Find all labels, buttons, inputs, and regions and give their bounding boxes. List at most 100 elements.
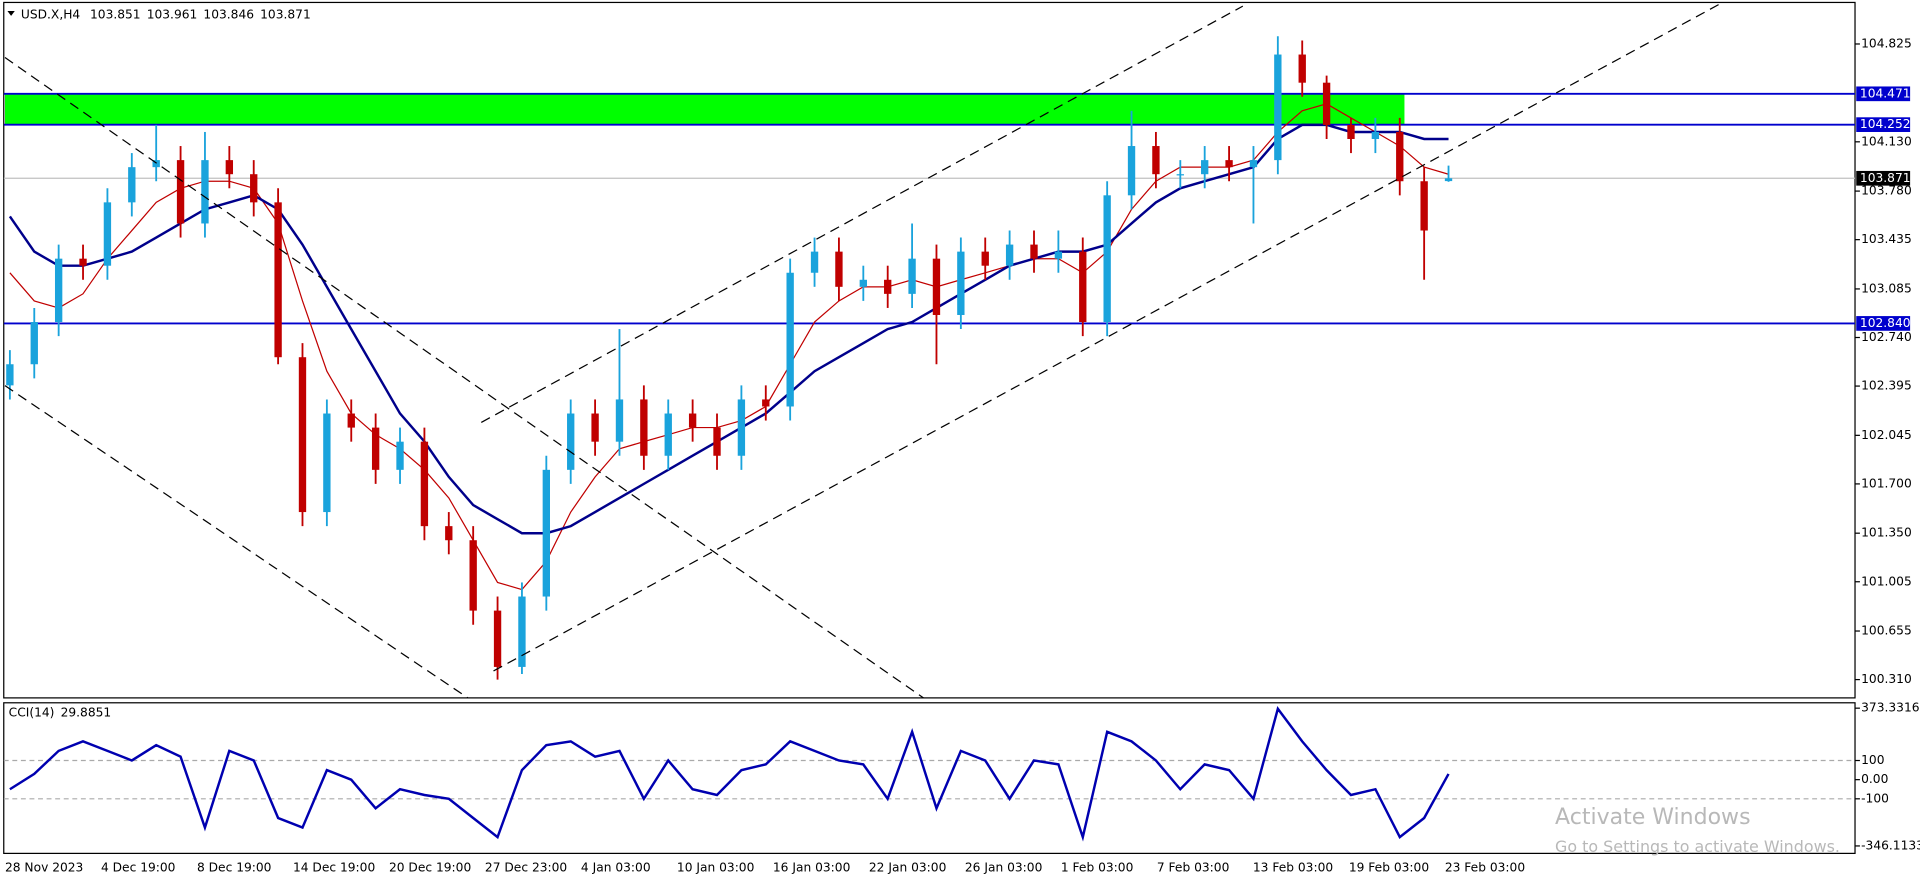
candle-body [371, 427, 380, 470]
candle-body [1249, 160, 1258, 168]
candle-body [420, 441, 429, 527]
candle-body [518, 596, 526, 667]
candle-body [493, 610, 502, 667]
y-tick-label: 0.00 [1861, 772, 1888, 786]
y-tick-label: 102.045 [1861, 428, 1912, 442]
level-label: 104.252 [1860, 117, 1911, 131]
moving-average [8, 123, 1449, 535]
candle-body [1274, 54, 1282, 161]
candle-body [567, 413, 575, 470]
ohlc-close: 103.871 [260, 7, 311, 21]
y-tick-label: 101.350 [1861, 526, 1912, 540]
candle-body [762, 399, 770, 407]
candle-body [884, 279, 892, 294]
y-tick-label: 103.085 [1861, 281, 1912, 295]
candle-body [713, 427, 721, 456]
x-tick-label: 7 Feb 03:00 [1157, 861, 1229, 875]
ohlc-open: 103.851 [90, 7, 141, 21]
candle-body [1176, 174, 1184, 176]
current-price-label: 103.871 [1860, 171, 1911, 185]
level-label-box [1856, 86, 1911, 102]
candle-body [1420, 181, 1428, 231]
candle-body [640, 399, 648, 456]
cci-title: CCI(14) 29.8851 [9, 705, 112, 719]
ohlc-low: 103.846 [203, 7, 254, 21]
x-tick-label: 1 Feb 03:00 [1061, 861, 1133, 875]
x-tick-label: 16 Jan 03:00 [773, 861, 850, 875]
x-tick-label: 28 Nov 2023 [5, 861, 83, 875]
candle-body [1103, 195, 1111, 323]
ohlc-high: 103.961 [147, 7, 198, 21]
candle-body [347, 413, 355, 428]
axes: 104.825 104.130 103.780 103.435 103.085 102.7… [5, 36, 1920, 874]
x-tick-label: 23 Feb 03:00 [1445, 861, 1525, 875]
candle-body [810, 251, 819, 273]
x-tick-label: 4 Dec 19:00 [101, 861, 175, 875]
candle-body [469, 540, 477, 611]
candle-body [908, 258, 916, 294]
candle-body [250, 174, 258, 203]
candle-body [79, 258, 87, 266]
watermark-subtitle: Go to Settings to activate Windows. [1555, 837, 1840, 856]
cci-plot [3, 706, 1856, 842]
candle-body [1347, 124, 1355, 140]
candle-body [957, 251, 965, 315]
x-tick-label: 26 Jan 03:00 [965, 861, 1042, 875]
candle-body [542, 469, 550, 597]
candle-body [323, 413, 331, 513]
candle-body [298, 357, 307, 513]
candle-body [1322, 82, 1331, 125]
y-tick-label: 103.780 [1861, 184, 1912, 198]
y-tick-label: 102.395 [1861, 379, 1912, 393]
y-tick-label: 100 [1861, 753, 1884, 767]
trend-lines [4, 3, 1721, 698]
candle-body [1371, 131, 1380, 140]
x-tick-label: 4 Jan 03:00 [581, 861, 651, 875]
candle-body [591, 413, 599, 442]
main-panel [3, 1, 1856, 699]
y-tick-label: 104.825 [1861, 36, 1912, 50]
candle-body [1201, 160, 1209, 175]
symbol: USD.X,H4 [21, 7, 81, 21]
cci-line [9, 706, 1450, 842]
candle-body [1127, 146, 1136, 196]
candle-body [6, 364, 14, 386]
y-tick-label: 101.700 [1861, 476, 1912, 490]
current-price-box [1856, 170, 1911, 186]
candle-body [1152, 146, 1160, 175]
candle-body [396, 441, 404, 470]
cci-panel [3, 702, 1856, 855]
candle-body [445, 526, 453, 541]
candle-body [1396, 131, 1404, 182]
y-tick-label: 104.130 [1861, 134, 1912, 148]
candle-body [688, 413, 697, 428]
level-label: 104.471 [1860, 86, 1911, 100]
x-tick-label: 20 Dec 19:00 [389, 861, 471, 875]
supply-zone [4, 93, 1405, 125]
y-tick-label: 373.3316 [1861, 701, 1920, 715]
candle-body [1225, 160, 1233, 168]
candle-body [859, 279, 867, 287]
moving-average [9, 103, 1449, 591]
y-tick-label: -100 [1861, 791, 1889, 805]
trend-line [4, 385, 469, 698]
y-tick-label: 100.310 [1861, 672, 1912, 686]
x-tick-label: 10 Jan 03:00 [677, 861, 754, 875]
y-tick-label: 103.435 [1861, 232, 1912, 246]
menu-triangle[interactable] [7, 11, 15, 16]
x-tick-label: 8 Dec 19:00 [197, 861, 271, 875]
candle-body [201, 160, 209, 224]
candle-body [1054, 251, 1063, 259]
candle-body [932, 258, 941, 315]
candle-body [1079, 251, 1087, 323]
candle-body [737, 399, 746, 456]
level-label-box [1856, 117, 1911, 132]
candle-body [1444, 178, 1453, 182]
x-tick-label: 14 Dec 19:00 [293, 861, 375, 875]
y-tick-label: 101.005 [1861, 574, 1912, 588]
candle-body [54, 258, 63, 323]
trend-line [480, 5, 1244, 423]
